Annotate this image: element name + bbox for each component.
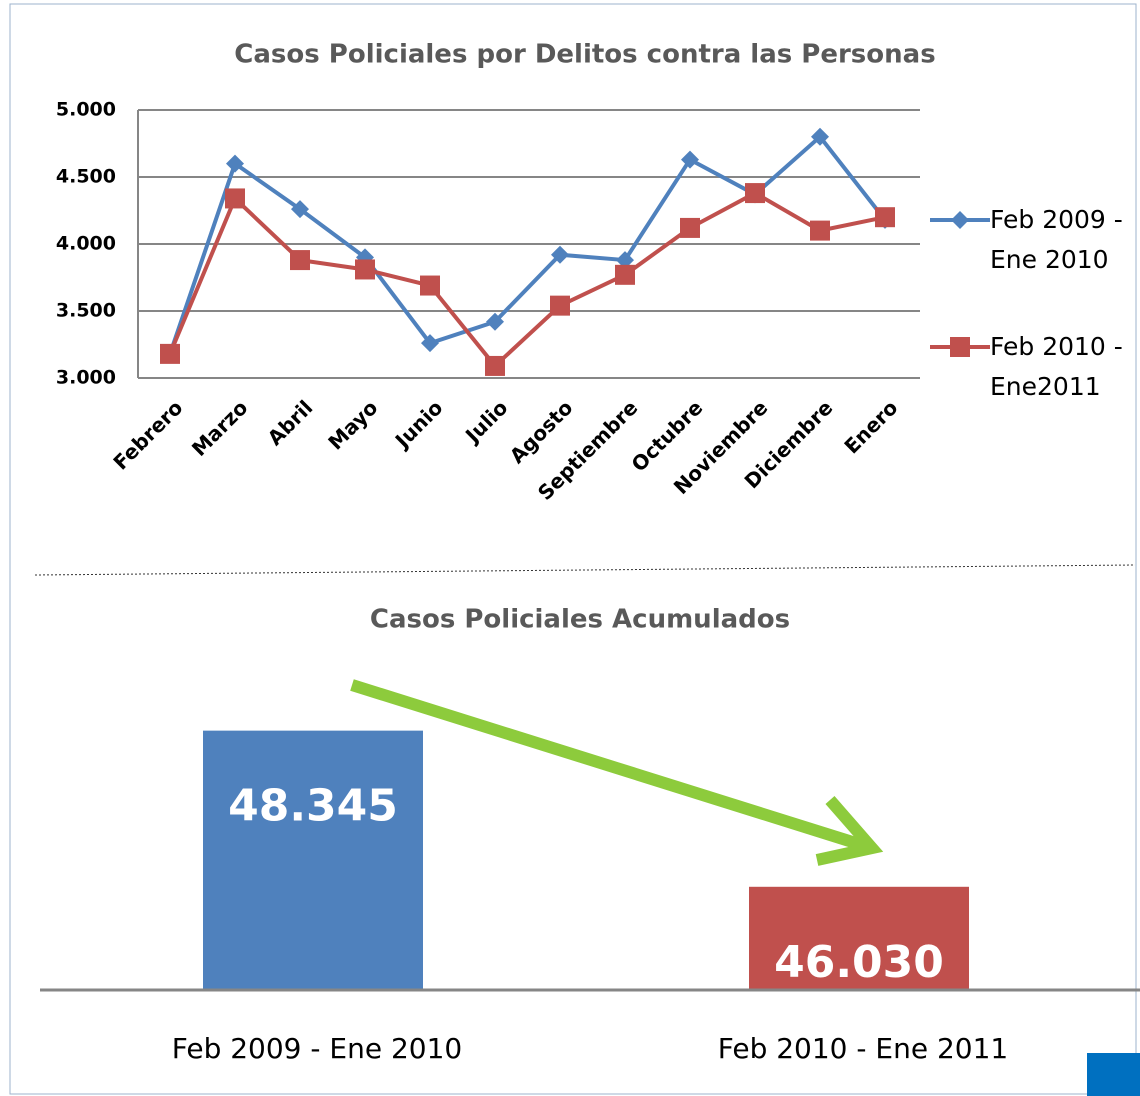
y-tick-label: 5.000 (56, 99, 116, 121)
marker (745, 183, 765, 204)
marker (551, 245, 569, 264)
x-tick-label: Feb 2009 - Ene 2010 (172, 1032, 462, 1065)
marker (810, 220, 830, 241)
corner-icon (1087, 1053, 1140, 1096)
marker (421, 334, 439, 353)
bar (749, 886, 969, 990)
marker (420, 275, 440, 296)
y-tick-label: 4.000 (56, 233, 116, 255)
marker (486, 312, 504, 331)
x-tick-label: Mayo (323, 395, 382, 454)
marker (616, 251, 634, 270)
legend-label: Feb 2009 - Ene 2010 (990, 205, 1123, 274)
value-label: 48.345 (228, 781, 398, 832)
marker (225, 188, 245, 209)
series-line (168, 133, 887, 355)
frame (9, 3, 1137, 1095)
x-tick-label: Junio (389, 395, 447, 453)
marker (290, 250, 310, 271)
y-tick-label: 4.500 (56, 166, 116, 188)
marker (160, 343, 180, 364)
y-tick-label: 3.000 (56, 367, 116, 389)
marker (550, 295, 570, 316)
value-label: 46.030 (774, 937, 944, 988)
trend-arrow (350, 679, 884, 866)
series-line (168, 190, 886, 369)
bar (203, 730, 423, 990)
marker (615, 264, 635, 285)
x-tick-label: Marzo (187, 395, 253, 461)
marker (681, 150, 699, 169)
x-tick-label: Febrero (108, 395, 187, 474)
marker (226, 154, 244, 173)
separator (34, 564, 1136, 576)
marker (355, 259, 375, 280)
marker (485, 355, 505, 376)
x-tick-label: Julio (459, 395, 512, 448)
chart-title: Casos Policiales por Delitos contra las … (234, 40, 935, 70)
chart-title: Casos Policiales Acumulados (370, 605, 790, 635)
x-tick-label: Abril (263, 395, 318, 450)
x-tick-label: Enero (839, 395, 902, 458)
marker (811, 127, 829, 146)
marker (291, 200, 309, 219)
marker (875, 207, 895, 228)
marker (950, 337, 970, 357)
legend-label: Feb 2010 - Ene2011 (990, 332, 1123, 401)
x-tick-label: Feb 2010 - Ene 2011 (718, 1032, 1008, 1065)
marker (680, 217, 700, 238)
marker (951, 211, 969, 229)
y-tick-label: 3.500 (56, 300, 116, 322)
